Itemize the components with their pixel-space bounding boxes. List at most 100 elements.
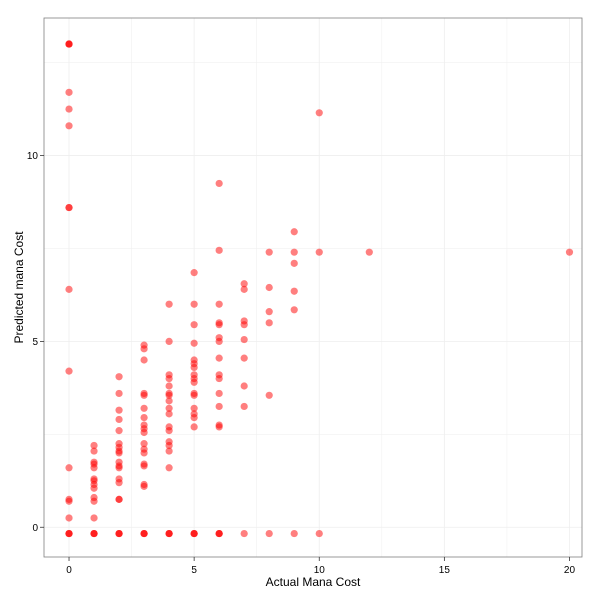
scatter-point bbox=[65, 40, 73, 48]
scatter-point bbox=[115, 464, 123, 472]
x-axis-title: Actual Mana Cost bbox=[266, 575, 361, 589]
scatter-point bbox=[115, 389, 123, 398]
scatter-point bbox=[140, 482, 148, 490]
scatter-point bbox=[190, 321, 198, 329]
scatter-point bbox=[315, 529, 323, 538]
scatter-point bbox=[215, 423, 223, 431]
scatter-point bbox=[315, 109, 323, 117]
scatter-point bbox=[65, 514, 73, 522]
scatter-point bbox=[215, 321, 223, 329]
scatter-point bbox=[290, 228, 298, 236]
scatter-point bbox=[190, 269, 198, 277]
x-tick-label: 20 bbox=[564, 565, 576, 576]
scatter-point bbox=[140, 404, 148, 412]
scatter-point bbox=[190, 300, 198, 308]
scatter-point bbox=[240, 335, 248, 344]
scatter-point bbox=[140, 529, 148, 538]
scatter-point bbox=[290, 259, 298, 267]
scatter-point bbox=[140, 356, 148, 364]
scatter-point bbox=[165, 374, 173, 383]
y-axis-title: Predicted mana Cost bbox=[12, 231, 26, 344]
scatter-point bbox=[215, 374, 223, 383]
scatter-point bbox=[115, 427, 123, 435]
scatter-point bbox=[190, 363, 198, 372]
scatter-point bbox=[140, 449, 148, 457]
scatter-point bbox=[115, 529, 123, 538]
scatter-point bbox=[115, 373, 123, 381]
scatter-point bbox=[65, 285, 73, 293]
scatter-point bbox=[190, 529, 198, 538]
scatter-point bbox=[265, 283, 273, 292]
scatter-point bbox=[165, 529, 173, 538]
scatter-point bbox=[240, 354, 248, 362]
scatter-point bbox=[165, 391, 173, 399]
scatter-point bbox=[240, 402, 248, 411]
scatter-point bbox=[190, 339, 198, 347]
scatter-point bbox=[90, 464, 98, 472]
scatter-point bbox=[165, 300, 173, 308]
scatter-point bbox=[65, 529, 73, 538]
scatter-point bbox=[190, 378, 198, 386]
scatter-point bbox=[165, 427, 173, 435]
x-tick-label: 15 bbox=[439, 565, 451, 576]
y-tick-label: 10 bbox=[27, 151, 39, 162]
scatter-point bbox=[90, 529, 98, 538]
scatter-point bbox=[165, 382, 173, 390]
scatter-point bbox=[265, 319, 273, 327]
scatter-point bbox=[215, 389, 223, 398]
scatter-point bbox=[140, 440, 148, 448]
scatter-point bbox=[290, 287, 298, 295]
scatter-point bbox=[365, 248, 373, 256]
scatter-point bbox=[90, 484, 98, 492]
x-tick-label: 10 bbox=[314, 565, 326, 576]
scatter-point bbox=[565, 248, 574, 256]
scatter-point bbox=[290, 306, 298, 314]
scatter-point bbox=[265, 529, 273, 538]
scatter-point bbox=[215, 402, 223, 411]
scatter-point bbox=[65, 464, 73, 472]
scatter-point bbox=[140, 345, 148, 353]
scatter-point bbox=[90, 441, 98, 450]
scatter-point bbox=[265, 248, 273, 256]
scatter-point bbox=[240, 285, 248, 293]
scatter-point bbox=[315, 248, 323, 256]
scatter-point bbox=[190, 391, 198, 399]
scatter-point bbox=[140, 428, 148, 437]
scatter-point bbox=[115, 495, 123, 503]
scatter-point bbox=[115, 415, 123, 424]
scatter-point bbox=[65, 497, 73, 505]
x-tick-label: 5 bbox=[191, 565, 197, 576]
scatter-point bbox=[190, 404, 198, 412]
scatter-point bbox=[65, 203, 73, 212]
scatter-point bbox=[65, 105, 73, 113]
scatter-point bbox=[115, 449, 123, 457]
x-tick-label: 0 bbox=[66, 565, 72, 576]
scatter-point bbox=[240, 382, 248, 390]
scatter-point bbox=[165, 404, 173, 412]
scatter-point bbox=[215, 179, 223, 188]
scatter-point bbox=[90, 514, 98, 522]
scatter-point bbox=[90, 497, 98, 505]
scatter-point bbox=[290, 529, 298, 538]
scatter-point bbox=[140, 391, 148, 399]
scatter-point bbox=[90, 447, 98, 455]
y-tick-label: 5 bbox=[32, 337, 38, 348]
scatter-point bbox=[65, 88, 73, 96]
scatter-point bbox=[115, 406, 123, 414]
scatter-point bbox=[215, 246, 223, 254]
scatter-point bbox=[190, 423, 198, 431]
scatter-point bbox=[240, 280, 248, 288]
axis-ticks: 0 5 10 15 20 0 5 10 bbox=[27, 151, 576, 576]
scatter-point bbox=[190, 414, 198, 422]
scatter-point bbox=[65, 122, 73, 130]
data-points bbox=[65, 40, 574, 538]
scatter-point bbox=[215, 529, 223, 538]
y-tick-label: 0 bbox=[32, 523, 38, 534]
scatter-point bbox=[165, 337, 173, 345]
scatter-point bbox=[215, 337, 223, 345]
scatter-point bbox=[240, 529, 248, 538]
scatter-point bbox=[215, 300, 223, 308]
scatter-point bbox=[140, 462, 148, 470]
